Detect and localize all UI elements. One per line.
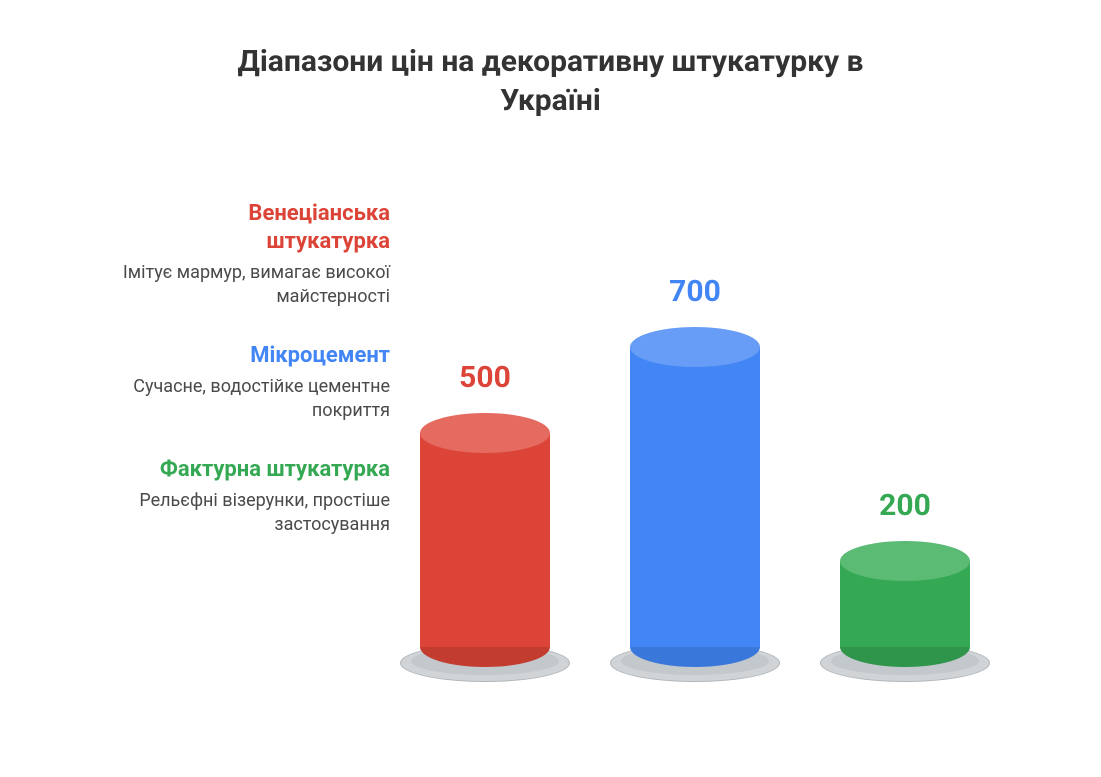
legend-item-desc: Рельєфні візерунки, простішезастосування (60, 489, 390, 538)
legend-item: Венеціанськаштукатурка Імітує мармур, вим… (60, 200, 390, 310)
legend-item-desc: Сучасне, водостійке цементнепокриття (60, 375, 390, 424)
title-line1: Діапазони цін на декоративну штукатурку … (238, 44, 864, 79)
cylinder: 200 (840, 516, 970, 682)
legend-item-title: Фактурна штукатурка (60, 456, 390, 484)
legend-item-desc: Імітує мармур, вимагає високоїмайстернос… (60, 261, 390, 310)
cylinder-body (420, 433, 550, 647)
chart-title: Діапазони цін на декоративну штукатурку … (0, 42, 1101, 120)
legend-item: Мікроцемент Сучасне, водостійке цементнеп… (60, 342, 390, 424)
cylinder-value: 500 (420, 360, 550, 395)
cylinder-body (630, 347, 760, 647)
chart-area: 500 700 200 (420, 262, 1050, 682)
legend: Венеціанськаштукатурка Імітує мармур, вим… (60, 200, 390, 570)
legend-item-title: Мікроцемент (60, 342, 390, 370)
cylinder-value: 700 (630, 274, 760, 309)
cylinder-top (420, 413, 550, 453)
legend-item-title: Венеціанськаштукатурка (60, 200, 390, 255)
cylinder: 700 (630, 302, 760, 682)
cylinder-top (630, 327, 760, 367)
cylinder-value: 200 (840, 488, 970, 523)
title-line2: Україні (500, 83, 601, 118)
cylinder: 500 (420, 388, 550, 682)
legend-item: Фактурна штукатурка Рельєфні візерунки, п… (60, 456, 390, 538)
